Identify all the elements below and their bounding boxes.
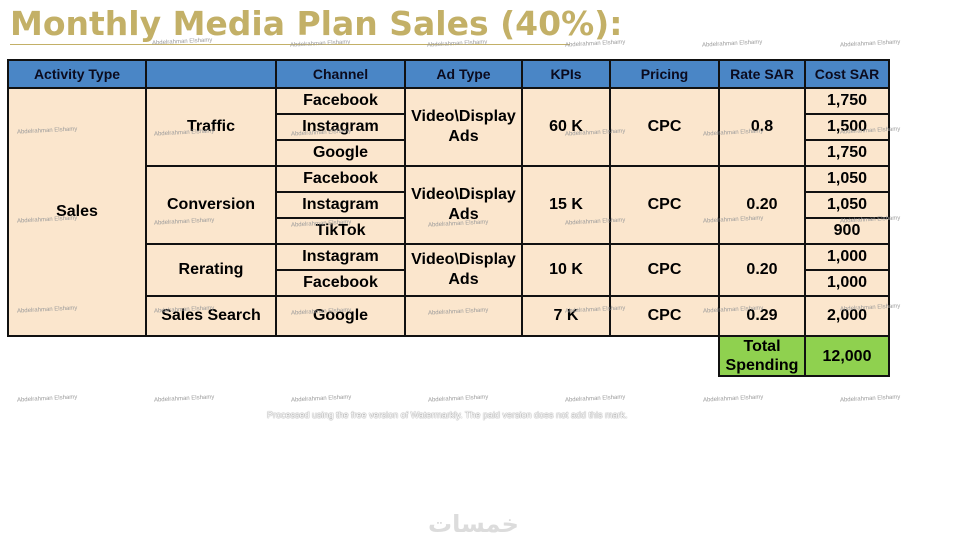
watermark-text: Abdelrahman Elshamy [427,394,489,404]
watermark-text: Abdelrahman Elshamy [290,394,352,404]
total-spending-label: Total Spending [718,335,806,377]
table-row: Sales Traffic Facebook Video\Display Ads… [7,87,890,337]
group-name-traffic: Traffic [145,87,277,167]
table-row: Facebook 1,000 [8,269,890,297]
table-header-row: Activity Type Channel Ad Type KPIs Prici… [7,59,890,89]
page-title: Monthly Media Plan Sales (40%): [10,4,623,43]
watermark-text: Abdelrahman Elshamy [153,394,215,404]
pricing-cell: CPC [609,295,720,337]
kpi-cell: 15 K [521,165,611,245]
ad-type-cell: Video\Display Ads [404,87,523,167]
activity-type-cell: Sales [7,87,147,337]
rate-cell: 0.29 [718,295,806,337]
rate-cell: 0.20 [718,165,806,245]
ad-type-cell: Video\Display Ads [404,165,523,245]
cost-cell: 1,050 [804,165,890,193]
cost-cell: 2,000 [804,295,890,337]
watermark-notice: Processed using the free version of Wate… [267,410,628,420]
media-plan-table: Activity Type Channel Ad Type KPIs Prici… [7,59,890,377]
cost-cell: 1,000 [804,269,890,297]
channel-cell: Facebook [275,269,406,297]
header-pricing: Pricing [609,59,720,89]
channel-cell: Facebook [275,87,406,115]
group-name-rerating: Rerating [145,243,277,297]
header-channel: Channel [275,59,406,89]
total-row: Total Spending 12,000 [8,335,890,377]
total-spending-value: 12,000 [804,335,890,377]
cost-cell: 1,050 [804,191,890,219]
ad-type-cell: Video\Display Ads [404,243,523,297]
header-ad-type: Ad Type [404,59,523,89]
group-name-conversion: Conversion [145,165,277,245]
table-row: Conversion Facebook Video\Display Ads 15… [8,165,890,245]
total-spacer [8,336,719,376]
watermark-text: Abdelrahman Elshamy [839,39,901,49]
watermark-text: Abdelrahman Elshamy [702,394,764,404]
ad-type-cell [404,295,523,337]
cost-cell: 1,000 [804,243,890,271]
header-group [145,59,277,89]
channel-cell: Instagram [275,243,406,271]
watermark-text: Abdelrahman Elshamy [16,394,78,404]
channel-cell: Google [275,139,406,167]
cost-cell: 1,750 [804,87,890,115]
table-row: Instagram 1,500 [8,113,890,141]
cost-cell: 1,750 [804,139,890,167]
watermark-text: Abdelrahman Elshamy [839,394,901,404]
table-row: TikTok 900 [8,217,890,245]
channel-cell: Instagram [275,113,406,141]
channel-cell: Google [275,295,406,337]
table-row: Google 1,750 [8,139,890,167]
channel-cell: TikTok [275,217,406,245]
khamsat-logo: خمسات [428,510,519,538]
pricing-cell: CPC [609,87,720,167]
header-kpis: KPIs [521,59,611,89]
table-row: Rerating Instagram Video\Display Ads 10 … [8,243,890,297]
channel-cell: Facebook [275,165,406,193]
group-name-sales-search: Sales Search [145,295,277,337]
cost-cell: 900 [804,217,890,245]
title-underline [10,44,570,45]
watermark-text: Abdelrahman Elshamy [564,394,626,404]
header-rate-sar: Rate SAR [718,59,806,89]
kpi-cell: 10 K [521,243,611,297]
cost-cell: 1,500 [804,113,890,141]
table-row: Sales Search Google 7 K CPC 0.29 2,000 [8,295,890,337]
rate-cell: 0.8 [718,87,806,167]
rate-cell: 0.20 [718,243,806,297]
kpi-cell: 7 K [521,295,611,337]
pricing-cell: CPC [609,243,720,297]
channel-cell: Instagram [275,191,406,219]
watermark-text: Abdelrahman Elshamy [701,39,763,49]
kpi-cell: 60 K [521,87,611,167]
header-cost-sar: Cost SAR [804,59,890,89]
header-activity-type: Activity Type [7,59,147,89]
pricing-cell: CPC [609,165,720,245]
table-row: Instagram 1,050 [8,191,890,219]
